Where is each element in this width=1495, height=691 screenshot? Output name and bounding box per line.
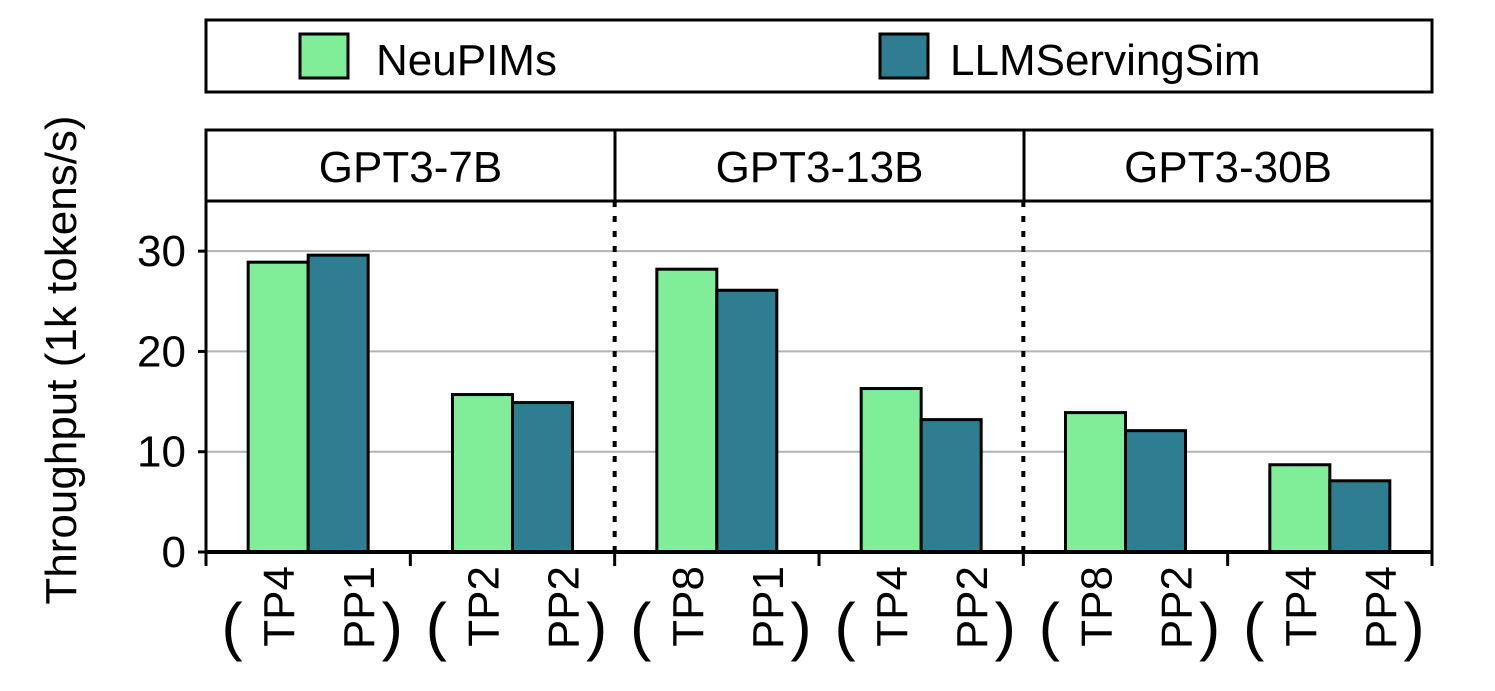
bar-gpt3-13b-tp8-pp1-neupims	[655, 267, 719, 554]
legend-frame	[204, 18, 1434, 94]
y-tick-label-30: 30	[137, 227, 186, 276]
bar-gpt3-7b-tp2-pp2-neupims	[451, 393, 514, 554]
bar-gpt3-7b-tp4-pp1-neupims	[246, 260, 310, 554]
group-label-gpt3-13b: GPT3-13B	[716, 143, 924, 192]
x-tick-label-tp: TP2	[460, 566, 509, 647]
x-label-close-paren: )	[995, 590, 1016, 662]
x-label-open-paren: (	[426, 590, 447, 662]
x-tick-label-pp: PP2	[948, 566, 997, 649]
bar-gpt3-13b-tp8-pp1-llmservingsim	[715, 288, 779, 554]
x-label-open-paren: (	[221, 590, 242, 662]
group-label-gpt3-30b: GPT3-30B	[1124, 143, 1332, 192]
bars	[246, 253, 1392, 554]
legend-swatch-neupims	[298, 32, 350, 80]
bar-gpt3-7b-tp4-pp1-llmservingsim	[306, 253, 370, 554]
legend-label-neupims: NeuPIMs	[376, 36, 557, 85]
group-header-frame	[204, 128, 1434, 203]
bar-gpt3-7b-tp2-pp2-llmservingsim	[511, 401, 574, 554]
group-header: GPT3-7B GPT3-13B GPT3-30B	[204, 128, 1434, 203]
bar-gpt3-30b-tp4-pp4-neupims	[1268, 463, 1332, 554]
x-tick-label-tp: TP4	[1277, 566, 1326, 647]
bar-gpt3-30b-tp4-pp4-llmservingsim	[1328, 479, 1392, 554]
x-tick-label-tp: TP4	[868, 566, 917, 647]
x-label-open-paren: (	[834, 590, 855, 662]
legend-label-llmservingsim: LLMServingSim	[950, 36, 1261, 85]
x-tick-label-pp: PP4	[1357, 566, 1406, 649]
y-tick-label-20: 20	[137, 327, 186, 376]
x-tick-label-tp: TP8	[664, 566, 713, 647]
x-label-open-paren: (	[630, 590, 651, 662]
bar-gpt3-30b-tp8-pp2-llmservingsim	[1124, 429, 1187, 554]
x-label-close-paren: )	[1403, 590, 1424, 662]
tick-labels: 0 10 20 30 () TP4 PP1 () TP2 PP2 () TP8 PP1 () TP4 PP2 (…	[137, 227, 1425, 662]
y-axis-label: Throughput (1k tokens/s)	[37, 115, 86, 604]
x-label-close-paren: )	[586, 590, 607, 662]
axes	[198, 201, 1434, 566]
legend: NeuPIMs LLMServingSim	[204, 18, 1434, 94]
x-label-open-paren: (	[1243, 590, 1264, 662]
y-tick-label-0: 0	[162, 528, 186, 577]
x-tick-label-pp: PP2	[540, 566, 589, 649]
x-tick-label-pp: PP2	[1153, 566, 1202, 649]
y-tick-label-10: 10	[137, 428, 186, 477]
x-tick-label-tp: TP4	[255, 566, 304, 647]
gridlines	[206, 250, 1432, 453]
x-label-close-paren: )	[790, 590, 811, 662]
legend-swatch-llmservingsim	[878, 32, 930, 80]
bar-gpt3-30b-tp8-pp2-neupims	[1064, 411, 1127, 554]
x-tick-label-pp: PP1	[744, 566, 793, 649]
x-label-close-paren: )	[1199, 590, 1220, 662]
bar-gpt3-13b-tp4-pp2-neupims	[859, 387, 923, 554]
x-tick-label-tp: TP8	[1073, 566, 1122, 647]
bar-gpt3-13b-tp4-pp2-llmservingsim	[919, 418, 983, 554]
x-label-close-paren: )	[382, 590, 403, 662]
x-tick-label-pp: PP1	[335, 566, 384, 649]
group-label-gpt3-7b: GPT3-7B	[319, 143, 502, 192]
x-label-open-paren: (	[1039, 590, 1060, 662]
